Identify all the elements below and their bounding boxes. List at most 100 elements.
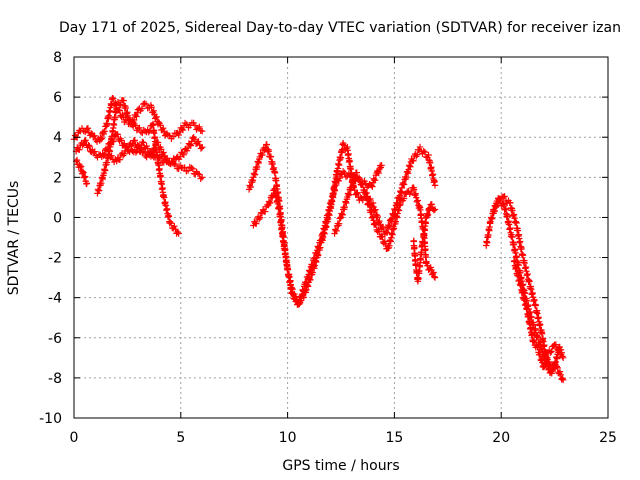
data-point <box>431 206 439 213</box>
data-point <box>426 159 434 166</box>
data-point <box>337 154 344 161</box>
data-point <box>557 371 564 379</box>
data-point <box>419 239 427 246</box>
data-point <box>91 132 98 139</box>
data-point <box>372 221 380 229</box>
data-point <box>197 145 205 152</box>
data-point <box>140 139 147 146</box>
data-point <box>430 207 438 214</box>
data-point <box>129 140 136 147</box>
data-point <box>116 156 124 163</box>
data-point <box>291 293 299 300</box>
x-tick-label: 20 <box>492 430 510 446</box>
data-point <box>378 233 385 240</box>
data-point <box>431 273 438 280</box>
data-point <box>175 165 182 172</box>
series-arc-9 <box>410 201 439 285</box>
data-point <box>131 137 138 144</box>
data-point <box>80 140 87 148</box>
y-tick-label: -4 <box>48 291 62 307</box>
data-point <box>501 206 508 213</box>
data-point <box>180 151 188 159</box>
tick-layer: 0 5 10 15 20 25 -10 -8 -6 -4 -2 0 2 4 6 8 <box>39 50 617 446</box>
y-tick-label: 4 <box>53 130 62 146</box>
data-point <box>371 176 379 184</box>
data-point <box>188 164 195 171</box>
data-point <box>386 222 393 229</box>
data-point <box>556 343 563 351</box>
data-point <box>259 151 266 159</box>
data-point <box>420 148 427 155</box>
data-point <box>97 136 105 143</box>
data-point <box>336 174 344 182</box>
data-point <box>256 214 264 221</box>
data-point <box>375 169 382 177</box>
data-point <box>179 150 186 157</box>
data-point <box>80 169 87 176</box>
data-point <box>556 368 564 375</box>
data-point <box>289 286 296 293</box>
data-point <box>184 167 192 174</box>
data-point <box>80 174 88 181</box>
data-point <box>179 126 187 134</box>
y-tick-label: -6 <box>48 331 62 347</box>
data-point <box>197 175 204 182</box>
y-tick-label: 0 <box>53 210 62 226</box>
data-point <box>198 128 206 135</box>
data-point <box>134 109 141 116</box>
data-point <box>288 285 296 292</box>
data-point <box>150 107 157 115</box>
data-point <box>335 177 343 185</box>
data-point <box>547 349 554 356</box>
y-tick-label: -2 <box>48 251 62 267</box>
data-point <box>134 141 141 149</box>
data-point <box>139 138 146 146</box>
series-arc-3 <box>107 137 206 182</box>
data-point <box>133 113 140 120</box>
data-point <box>195 138 202 145</box>
data-point <box>84 125 92 132</box>
data-layer <box>70 94 567 384</box>
data-point <box>557 346 565 354</box>
data-point <box>108 152 115 159</box>
data-point <box>369 183 376 190</box>
series-arc-4 <box>72 156 91 188</box>
data-point <box>376 217 383 225</box>
data-point <box>496 195 504 202</box>
data-point <box>114 131 121 138</box>
data-point <box>79 142 86 149</box>
data-point <box>339 168 347 175</box>
data-point <box>337 214 344 222</box>
data-point <box>368 202 376 210</box>
data-point <box>160 124 167 132</box>
data-point <box>167 219 175 227</box>
data-point <box>267 199 274 206</box>
data-point <box>160 149 167 156</box>
data-point <box>83 180 91 187</box>
data-point <box>410 157 417 164</box>
data-point <box>378 162 385 169</box>
data-point <box>367 195 374 203</box>
data-point <box>104 120 111 127</box>
data-point <box>431 274 439 281</box>
data-point <box>82 137 89 144</box>
data-point <box>554 364 561 371</box>
data-point <box>77 163 85 170</box>
data-point <box>183 147 191 154</box>
data-point <box>421 148 429 156</box>
data-point <box>495 196 503 203</box>
data-point <box>413 151 421 158</box>
data-point <box>149 151 157 158</box>
data-point <box>333 227 340 235</box>
data-point <box>135 143 142 150</box>
series-arc-12 <box>510 257 565 371</box>
data-point <box>178 125 186 133</box>
data-point <box>127 116 134 124</box>
data-point <box>370 175 377 182</box>
data-point <box>172 160 180 168</box>
series-arc-5 <box>94 97 182 237</box>
y-axis-label: SDTVAR / TECUs <box>6 181 22 296</box>
data-point <box>548 348 555 355</box>
data-point <box>110 95 117 102</box>
data-point <box>171 222 178 230</box>
